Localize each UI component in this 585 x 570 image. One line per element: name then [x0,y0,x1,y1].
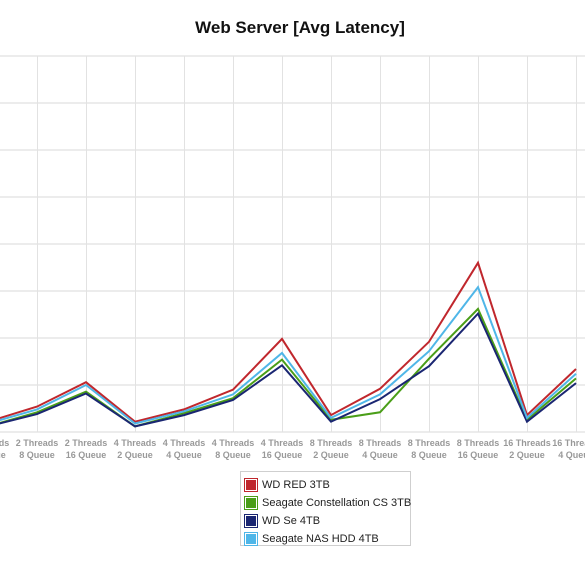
x-tick-label: 8 Threads 16 Queue [457,438,500,460]
legend-swatch [245,515,257,527]
series-line-2 [0,311,577,428]
x-tick-label: 8 Threads 2 Queue [310,438,353,460]
x-tick-label: 16 Threads 2 Queue [503,438,551,460]
series-lines [0,260,577,428]
x-tick-label: 4 Threads 4 Queue [163,438,206,460]
x-tick-label: 2 Threads 8 Queue [16,438,59,460]
legend-item: WD RED 3TB [245,476,406,494]
legend-item: WD Se 4TB [245,512,406,530]
x-tick-label: 4 Threads 2 Queue [114,438,157,460]
legend-label: Seagate NAS HDD 4TB [262,533,379,545]
legend: WD RED 3TB Seagate Constellation CS 3TB WD… [240,471,411,546]
chart-title: Web Server [Avg Latency] [195,18,405,37]
series-line-3 [0,285,577,425]
legend-label: Seagate Constellation CS 3TB [262,497,412,509]
series-line-1 [0,307,577,428]
x-tick-label: 2 Threads 16 Queue [65,438,108,460]
x-tick-label: 4 Threads 16 Queue [261,438,304,460]
series-line-0 [0,260,577,423]
x-tick-label: 8 Threads 4 Queue [359,438,402,460]
legend-label: WD RED 3TB [262,479,330,491]
legend-label: WD Se 4TB [262,515,321,527]
legend-item: Seagate Constellation CS 3TB [245,494,411,512]
x-tick-label: 8 Threads 8 Queue [408,438,451,460]
grid [0,55,585,433]
legend-swatch [245,533,257,545]
legend-swatch [245,497,257,509]
legend-item: Seagate NAS HDD 4TB [245,530,406,548]
x-tick-label: 4 Threads 8 Queue [212,438,255,460]
legend-swatch [245,479,257,491]
